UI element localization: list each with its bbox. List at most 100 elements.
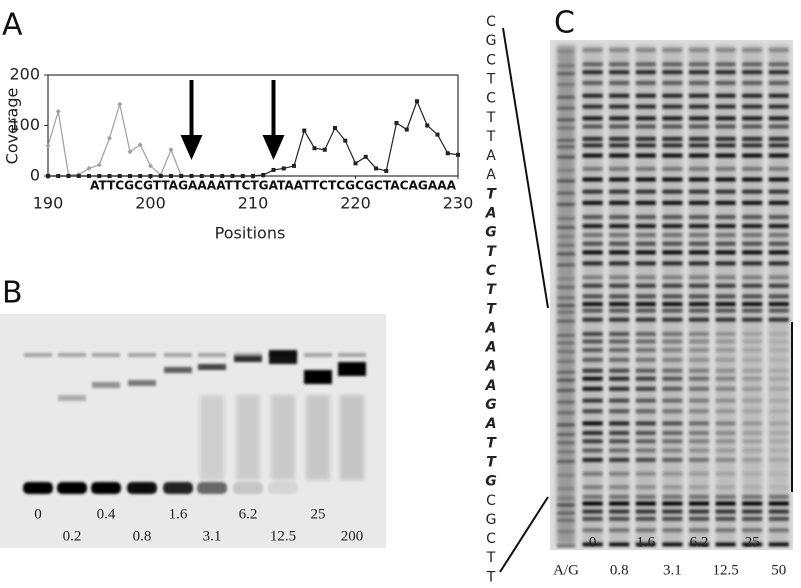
- band: [768, 439, 789, 444]
- band: [662, 516, 683, 521]
- band: [234, 356, 262, 362]
- band: [742, 494, 763, 499]
- band: [582, 409, 603, 414]
- band: [689, 80, 709, 85]
- band: [768, 368, 789, 373]
- band: [742, 471, 763, 476]
- band: [689, 409, 709, 414]
- well: [92, 353, 120, 357]
- band: [662, 200, 683, 205]
- band: [662, 80, 683, 85]
- band: [689, 70, 709, 75]
- band: [609, 448, 630, 453]
- band: [662, 261, 683, 266]
- band: [163, 482, 193, 494]
- band: [662, 136, 683, 141]
- band: [662, 104, 683, 109]
- band: [768, 215, 789, 220]
- band: [768, 104, 789, 109]
- band: [635, 457, 656, 462]
- band: [582, 528, 603, 533]
- band: [742, 501, 763, 506]
- band: [742, 376, 763, 381]
- band: [635, 136, 656, 141]
- marker: [302, 128, 307, 133]
- band: [582, 70, 603, 75]
- band: [715, 294, 736, 299]
- band: [58, 395, 86, 401]
- band: [742, 189, 763, 194]
- band: [662, 166, 683, 171]
- well: [58, 353, 86, 357]
- band: [609, 509, 630, 514]
- band: [689, 302, 709, 307]
- well: [198, 353, 226, 357]
- band: [742, 430, 763, 435]
- marker: [415, 99, 419, 104]
- band: [768, 317, 789, 322]
- marker: [86, 165, 92, 171]
- band: [582, 430, 603, 435]
- band: [609, 275, 630, 280]
- band: [582, 317, 603, 322]
- band: [268, 482, 298, 494]
- band: [582, 200, 603, 205]
- marker: [394, 120, 399, 125]
- smear: [306, 395, 330, 480]
- sequence-base: T: [486, 129, 496, 145]
- marker: [404, 127, 409, 132]
- band: [582, 439, 603, 444]
- band: [662, 143, 683, 148]
- band: [768, 283, 789, 288]
- band: [689, 124, 709, 129]
- band: [582, 215, 603, 220]
- band: [689, 224, 709, 229]
- band: [582, 275, 603, 280]
- band: [609, 430, 630, 435]
- smear: [236, 395, 260, 480]
- band: [635, 261, 656, 266]
- band: [662, 409, 683, 414]
- band: [557, 217, 575, 221]
- band: [689, 275, 709, 280]
- band: [582, 93, 603, 98]
- band: [557, 333, 575, 337]
- band: [582, 62, 603, 67]
- band: [689, 430, 709, 435]
- y-tick-label: 200: [9, 65, 40, 84]
- band: [582, 494, 603, 499]
- band: [662, 70, 683, 75]
- band: [582, 294, 603, 299]
- band: [609, 250, 630, 255]
- band: [635, 398, 656, 403]
- arrow: [262, 80, 285, 160]
- band: [635, 494, 656, 499]
- band: [742, 339, 763, 344]
- band: [609, 308, 630, 313]
- band: [635, 62, 656, 67]
- series-line: [47, 101, 264, 177]
- lane-label: 6.2: [690, 534, 709, 550]
- band: [715, 48, 736, 52]
- band: [609, 283, 630, 288]
- marker: [220, 174, 225, 178]
- band: [635, 70, 656, 75]
- band: [689, 501, 709, 506]
- band: [768, 448, 789, 453]
- band: [715, 302, 736, 307]
- lane-label: 6.2: [239, 506, 258, 522]
- connector: [502, 27, 549, 309]
- band: [662, 233, 683, 238]
- band: [715, 317, 736, 322]
- lane-label: 3.1: [663, 562, 682, 578]
- band: [715, 200, 736, 205]
- band: [715, 516, 736, 521]
- band: [609, 331, 630, 336]
- sequence-base: T: [486, 569, 496, 585]
- marker: [107, 174, 112, 178]
- band: [689, 528, 709, 533]
- band: [557, 191, 575, 195]
- band: [609, 339, 630, 344]
- band: [689, 331, 709, 336]
- band: [689, 143, 709, 148]
